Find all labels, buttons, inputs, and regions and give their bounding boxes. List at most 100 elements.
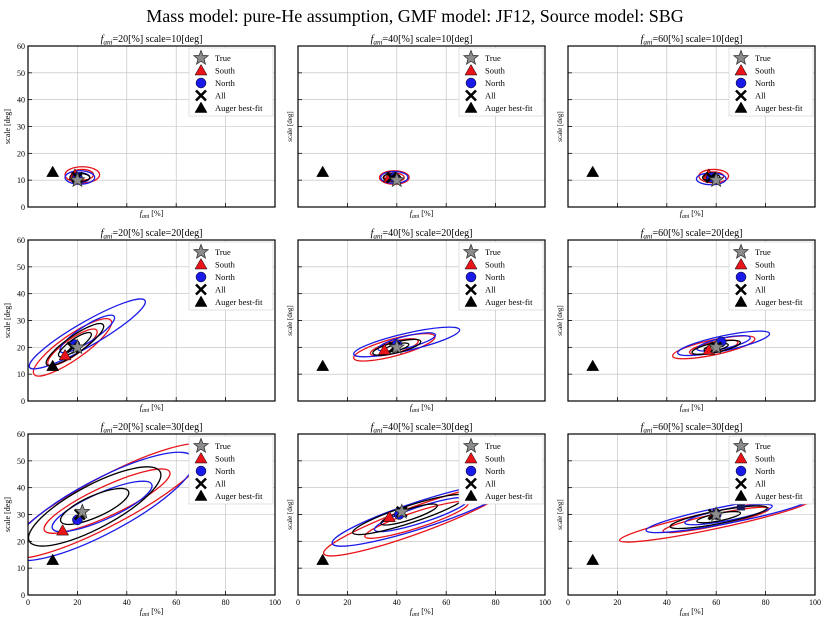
- legend-label: South: [485, 66, 506, 76]
- x-tick-label: 0: [296, 598, 300, 607]
- panel-2: fani=40[%] scale=10[deg]fani [%]scale [d…: [286, 34, 546, 220]
- label-part: ani: [373, 427, 382, 435]
- legend-label: North: [755, 78, 776, 88]
- label-part: f: [371, 34, 375, 45]
- points: [46, 165, 86, 188]
- true-point: [708, 505, 725, 522]
- y-tick-label: 40: [17, 290, 25, 299]
- legend-label: True: [215, 53, 231, 63]
- y-tick-label: 10: [17, 176, 25, 185]
- north-contour: [353, 326, 461, 358]
- label-part: [%]: [419, 607, 433, 616]
- legend-marker: [732, 49, 750, 65]
- legend-marker: [464, 101, 478, 113]
- legend: True South North All Auger best-fit: [458, 241, 544, 311]
- y-tick-label: 10: [17, 370, 25, 379]
- legend-marker: [735, 283, 747, 296]
- y-tick-label: 10: [17, 564, 25, 573]
- label-part: ani: [103, 39, 112, 47]
- true-point: [708, 171, 725, 188]
- label-part: =60[%] scale=10[deg]: [653, 34, 743, 45]
- legend: True South North All Auger best-fit: [728, 47, 814, 117]
- label-part: ani: [103, 427, 112, 435]
- legend-label: South: [755, 260, 776, 270]
- points: [46, 338, 86, 371]
- ticks: 0 20 40 60 80 100: [566, 433, 821, 607]
- extra-marker: [736, 502, 745, 511]
- label-part: [%]: [149, 607, 163, 616]
- ticks: 0 10 20 30 40 50 60: [17, 236, 276, 406]
- legend-marker: [194, 295, 208, 307]
- legend-marker: [464, 489, 478, 501]
- legend-label: All: [485, 479, 497, 489]
- ticks: [297, 239, 546, 402]
- legend-label: Auger best-fit: [485, 103, 533, 113]
- y-tick-label: 0: [21, 203, 25, 212]
- legend-label: North: [485, 78, 506, 88]
- legend-label: Auger best-fit: [215, 491, 263, 501]
- legend-label: Auger best-fit: [755, 103, 803, 113]
- legend-marker: [195, 465, 207, 477]
- north-contour: [28, 298, 146, 370]
- panel-title: fani=40[%] scale=30[deg]: [371, 422, 473, 435]
- legend-label: North: [215, 78, 236, 88]
- legend-label: True: [755, 441, 771, 451]
- label-part: ani: [103, 233, 112, 241]
- legend-marker: [192, 437, 210, 453]
- legend-marker: [734, 451, 748, 464]
- legend-marker: [192, 49, 210, 65]
- legend-label: South: [485, 260, 506, 270]
- legend-marker: [194, 451, 208, 464]
- auger-best-fit-point: [586, 553, 600, 565]
- legend-label: All: [215, 479, 227, 489]
- contours: [28, 298, 146, 377]
- true-point: [69, 338, 86, 355]
- label-part: =40[%] scale=30[deg]: [383, 422, 473, 433]
- y-tick-label: 50: [17, 69, 25, 78]
- legend-marker: [192, 243, 210, 259]
- legend: True South North All Auger best-fit: [458, 47, 544, 117]
- legend-marker: [735, 477, 747, 490]
- label-part: [%]: [689, 607, 703, 616]
- legend-marker: [735, 89, 747, 102]
- north-point: [72, 514, 83, 526]
- label-part: f: [410, 209, 414, 218]
- legend-label: Auger best-fit: [215, 103, 263, 113]
- legend-marker: [195, 477, 207, 490]
- x-tick-label: 0: [566, 598, 570, 607]
- label-part: [%]: [149, 403, 163, 412]
- all-contour: [59, 487, 130, 526]
- y-tick-label: 20: [17, 149, 25, 158]
- label-part: =20[%] scale=10[deg]: [113, 34, 203, 45]
- legend-label: True: [485, 53, 501, 63]
- y-axis-label: scale [deg]: [556, 305, 564, 336]
- y-axis-label: scale [deg]: [3, 497, 12, 532]
- legend-marker: [464, 257, 478, 270]
- legend-marker: [464, 63, 478, 76]
- legend-label: All: [755, 285, 767, 295]
- auger-best-fit-point: [316, 165, 330, 177]
- legend: True South North All Auger best-fit: [728, 435, 814, 505]
- true-point: [388, 171, 405, 188]
- x-tick-label: 0: [26, 598, 30, 607]
- x-stroke: [735, 89, 747, 102]
- panel-title: fani=40[%] scale=20[deg]: [371, 228, 473, 241]
- legend-label: True: [215, 247, 231, 257]
- x-tick-label: 100: [809, 598, 821, 607]
- x-stroke: [195, 477, 207, 490]
- x-tick-label: 40: [663, 598, 671, 607]
- x-axis-label: fani [%]: [680, 607, 704, 618]
- legend-label: South: [485, 454, 506, 464]
- ticks: 0 10 20 30 40 50 60: [17, 42, 276, 212]
- legend-label: True: [485, 247, 501, 257]
- legend-marker: [734, 257, 748, 270]
- legend: True South North All Auger best-fit: [458, 435, 544, 505]
- y-tick-label: 60: [17, 430, 25, 439]
- x-stroke: [465, 89, 477, 102]
- legend-label: Auger best-fit: [485, 297, 533, 307]
- panel-5: fani=40[%] scale=20[deg]fani [%]scale [d…: [286, 228, 546, 414]
